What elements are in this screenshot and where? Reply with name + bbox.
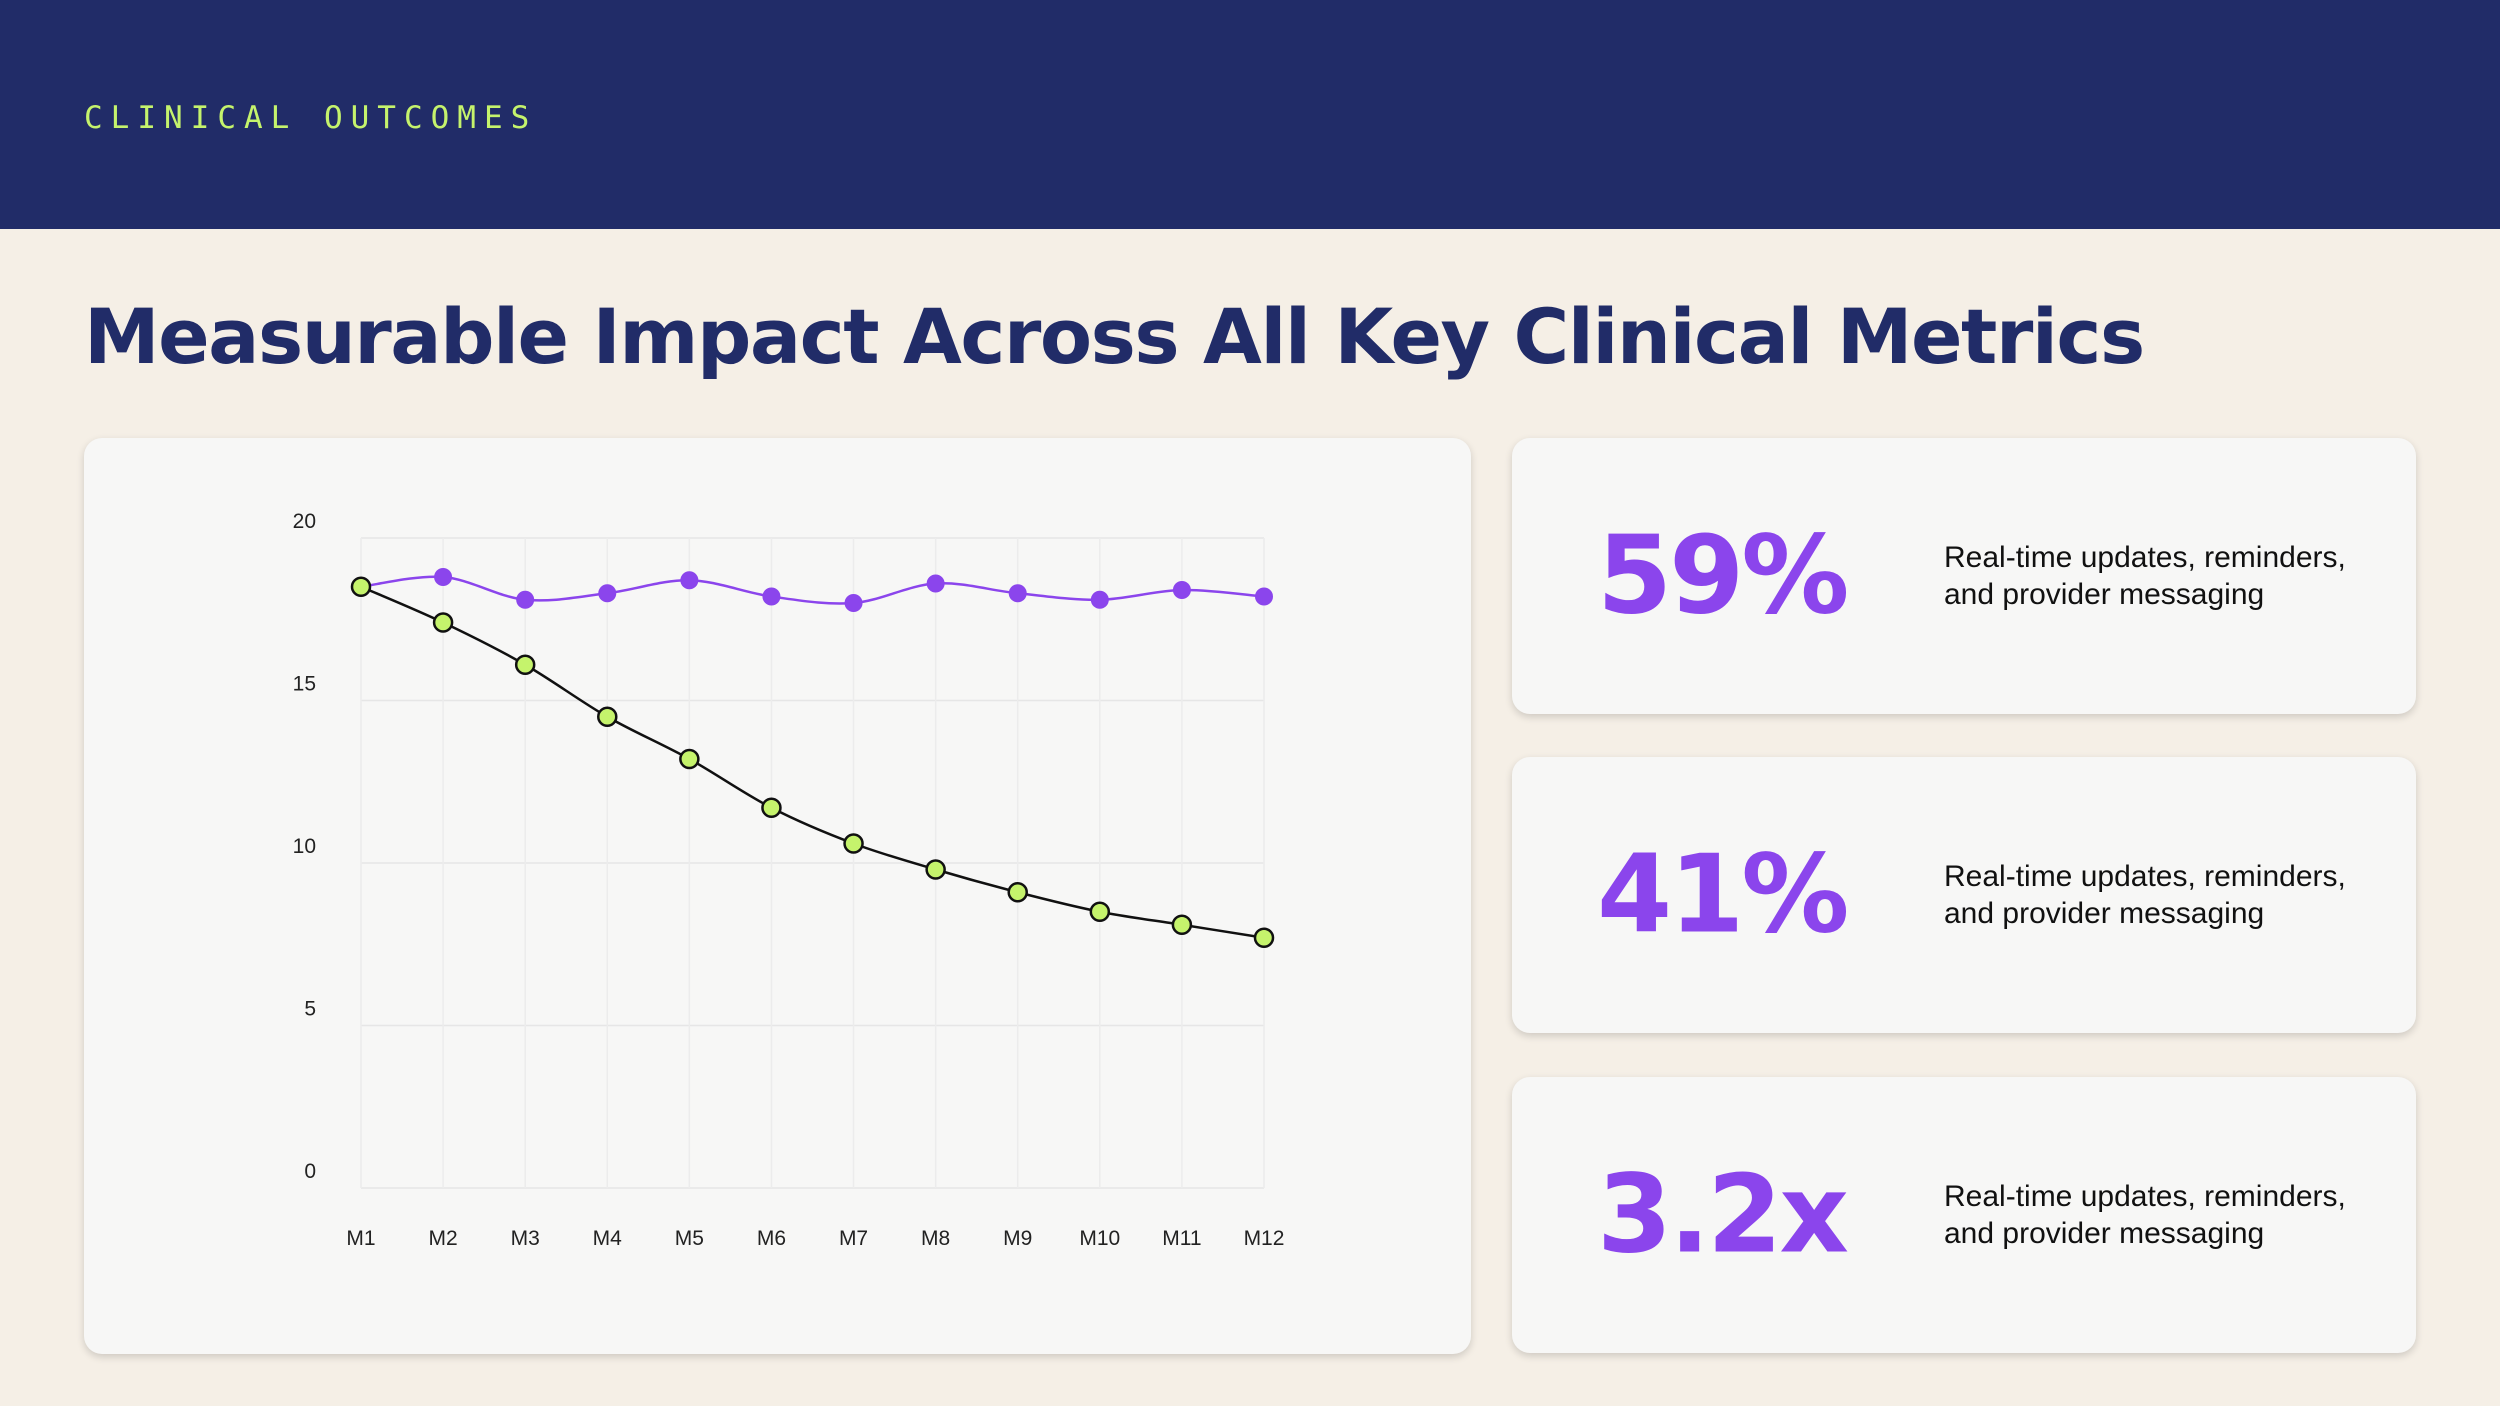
stat-value: 59% — [1597, 513, 1850, 639]
x-tick-label: M12 — [1244, 1227, 1285, 1250]
section-label: CLINICAL OUTCOMES — [84, 100, 538, 136]
series-2-point — [432, 612, 454, 633]
x-tick-label: M5 — [675, 1227, 704, 1250]
stat-value: 3.2x — [1597, 1152, 1849, 1278]
x-tick-label: M7 — [839, 1227, 868, 1250]
stat-card-2: 41% Real-time updates, reminders, and pr… — [1512, 757, 2416, 1033]
stat-description: Real-time updates, reminders, and provid… — [1944, 860, 2346, 930]
series-1-point — [1255, 587, 1273, 606]
y-tick-label: 20 — [293, 510, 316, 533]
series-2-point — [514, 654, 536, 675]
x-tick-label: M11 — [1162, 1227, 1201, 1250]
series-1-point — [680, 571, 699, 590]
series-2-point — [679, 748, 700, 770]
x-tick-label: M8 — [921, 1227, 950, 1250]
series-2-point — [1171, 914, 1193, 935]
header-bar: CLINICAL OUTCOMES — [0, 0, 2500, 229]
y-tick-label: 5 — [304, 998, 316, 1021]
y-tick-label: 10 — [293, 835, 316, 858]
stat-description: Real-time updates, reminders, and provid… — [1944, 1180, 2346, 1250]
stat-card-1: 59% Real-time updates, reminders, and pr… — [1512, 438, 2416, 714]
x-tick-label: M9 — [1003, 1227, 1032, 1250]
series-line-1 — [360, 575, 1265, 605]
page-title: Measurable Impact Across All Key Clinica… — [84, 292, 2145, 381]
series-2-point — [925, 859, 946, 880]
x-tick-label: M4 — [593, 1227, 622, 1250]
series-1-point — [1008, 584, 1027, 603]
y-tick-label: 0 — [304, 1160, 316, 1183]
x-tick-label: M3 — [511, 1227, 540, 1250]
series-2-point — [350, 576, 372, 597]
series-1-point — [1090, 590, 1109, 609]
y-tick-label: 15 — [293, 673, 316, 696]
series-2-point — [597, 706, 618, 727]
series-1-point — [598, 584, 617, 603]
stat-value: 41% — [1597, 832, 1850, 958]
series-2-point — [1089, 901, 1111, 922]
series-1-point — [434, 568, 453, 586]
x-tick-label: M10 — [1079, 1227, 1120, 1250]
chart-card: 0 5 10 15 20 M1 M2 M3 M4 M5 M6 M7 M8 M9 M10 M11 M12 — [84, 438, 1471, 1354]
series-1-point — [844, 594, 863, 612]
series-line-2 — [360, 585, 1265, 939]
series-1-point — [516, 590, 535, 609]
series-2-point — [1007, 882, 1028, 903]
series-1-point — [926, 574, 945, 593]
series-2-point — [1253, 927, 1275, 948]
stat-description: Real-time updates, reminders, and provid… — [1944, 541, 2346, 611]
x-tick-label: M1 — [346, 1227, 375, 1250]
line-chart: 0 5 10 15 20 M1 M2 M3 M4 M5 M6 M7 M8 M9 M10 M11 M12 — [293, 510, 1285, 1250]
x-tick-label: M6 — [757, 1227, 786, 1250]
series-1-point — [1172, 581, 1191, 599]
series-1-point — [762, 587, 781, 606]
series-2-point — [843, 833, 864, 854]
x-tick-label: M2 — [428, 1227, 457, 1250]
series-2-point — [761, 797, 782, 818]
stat-card-3: 3.2x Real-time updates, reminders, and p… — [1512, 1077, 2416, 1353]
